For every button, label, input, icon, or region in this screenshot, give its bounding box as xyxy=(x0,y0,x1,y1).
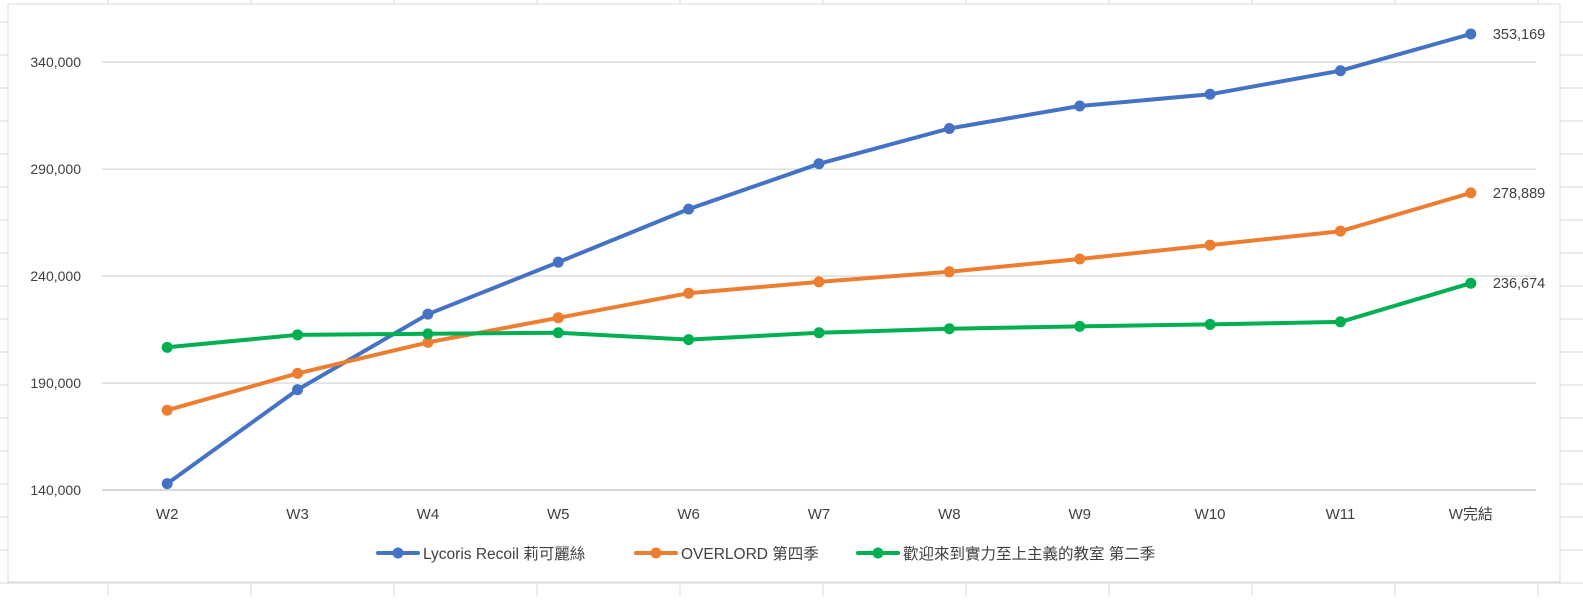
data-point xyxy=(1074,253,1086,265)
end-labels: 353,169 278,889 236,674 xyxy=(1493,27,1545,292)
y-tick-label: 240,000 xyxy=(30,268,81,284)
x-tick-label: W7 xyxy=(808,506,831,523)
data-point xyxy=(161,404,173,416)
data-point xyxy=(1334,225,1346,237)
data-point xyxy=(683,203,695,215)
data-point xyxy=(422,308,434,320)
x-tick-label: W11 xyxy=(1326,506,1356,523)
data-point xyxy=(813,327,825,339)
legend-item: OVERLORD 第四季 xyxy=(634,545,819,563)
data-point xyxy=(422,336,434,348)
series-3 xyxy=(161,277,1477,353)
y-tick-label: 290,000 xyxy=(30,161,81,177)
data-point xyxy=(943,266,955,278)
legend-marker xyxy=(872,547,884,559)
legend-label: OVERLORD 第四季 xyxy=(681,545,819,563)
data-point xyxy=(943,323,955,335)
x-tick-label: W10 xyxy=(1195,506,1226,523)
legend-item: 歡迎來到實力至上主義的教室 第二季 xyxy=(856,544,1155,563)
data-point xyxy=(552,256,564,268)
data-point xyxy=(1074,320,1086,332)
x-tick-label: W3 xyxy=(286,506,309,523)
data-label: 236,674 xyxy=(1493,276,1545,292)
data-point xyxy=(1334,65,1346,77)
legend-marker xyxy=(650,547,662,559)
legend-label: 歡迎來到實力至上主義的教室 第二季 xyxy=(903,544,1155,563)
data-point xyxy=(683,287,695,299)
data-point xyxy=(1204,88,1216,100)
legend: Lycoris Recoil 莉可麗絲 OVERLORD 第四季 歡迎來到實力至上主… xyxy=(376,544,1155,563)
data-point xyxy=(161,341,173,353)
x-tick-label: W2 xyxy=(156,506,179,523)
y-axis-tick-labels: 140,000 190,000 240,000 290,000 340,000 xyxy=(30,54,81,498)
series-2 xyxy=(161,187,1477,416)
data-point xyxy=(683,334,695,346)
x-tick-label: W5 xyxy=(547,506,570,523)
y-tick-label: 340,000 xyxy=(30,54,81,70)
x-tick-label: W9 xyxy=(1068,506,1091,523)
data-point xyxy=(1204,239,1216,251)
data-point xyxy=(161,478,173,490)
series-1 xyxy=(161,28,1477,490)
x-tick-label: W8 xyxy=(938,506,961,523)
x-axis-tick-labels: W2 W3 W4 W5 W6 W7 W8 W9 W10 W11 W完結 xyxy=(156,506,1493,523)
data-point xyxy=(1465,28,1477,40)
x-tick-label: W6 xyxy=(677,506,700,523)
data-point xyxy=(552,327,564,339)
data-point xyxy=(813,276,825,288)
data-point xyxy=(1204,318,1216,330)
data-point xyxy=(1334,316,1346,328)
data-point xyxy=(422,328,434,340)
data-point xyxy=(1465,187,1477,199)
data-label: 278,889 xyxy=(1493,186,1545,202)
x-tick-label: W完結 xyxy=(1449,506,1493,523)
y-tick-label: 190,000 xyxy=(30,375,81,391)
data-point xyxy=(1465,277,1477,289)
data-point xyxy=(813,158,825,170)
x-tick-label: W4 xyxy=(417,506,440,523)
data-point xyxy=(552,312,564,324)
legend-marker xyxy=(392,547,404,559)
y-tick-label: 140,000 xyxy=(30,482,81,498)
legend-label: Lycoris Recoil 莉可麗絲 xyxy=(423,545,585,563)
legend-item: Lycoris Recoil 莉可麗絲 xyxy=(376,545,585,563)
data-label: 353,169 xyxy=(1493,27,1545,43)
data-point xyxy=(292,367,304,379)
data-point xyxy=(1074,100,1086,112)
data-point xyxy=(292,384,304,396)
data-point xyxy=(943,122,955,134)
data-point xyxy=(292,329,304,341)
series-layer xyxy=(161,28,1477,490)
chart-frame xyxy=(7,3,1561,583)
